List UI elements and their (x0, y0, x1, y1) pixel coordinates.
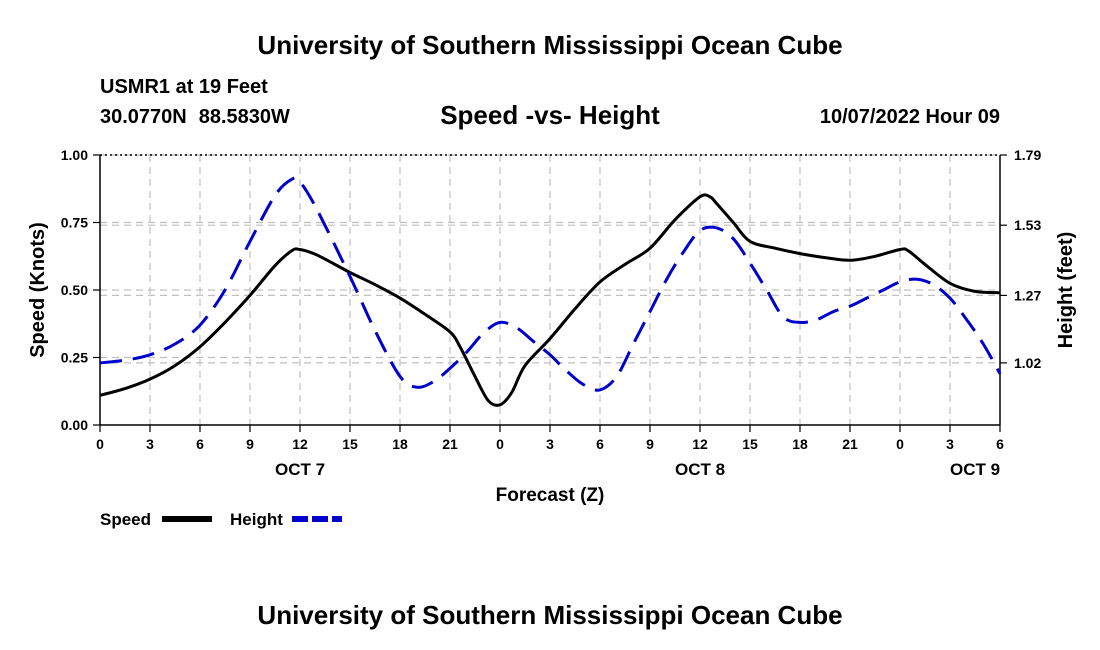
x-tick-label: 0 (496, 436, 504, 452)
x-axis-title: Forecast (Z) (496, 485, 605, 506)
y2-axis-title: Height (feet) (1055, 232, 1077, 349)
x-tick-label: 21 (842, 436, 858, 452)
x-tick-label: 0 (96, 436, 104, 452)
y-tick-label: 0.75 (61, 215, 88, 231)
y-tick-label: 0.50 (61, 282, 88, 298)
x-tick-label: 12 (692, 436, 708, 452)
day-label: OCT 9 (950, 460, 1000, 479)
station-coordinates: 30.0770N 88.5830W (100, 106, 302, 129)
x-tick-label: 6 (596, 436, 604, 452)
day-label: OCT 8 (675, 460, 725, 479)
x-tick-label: 9 (646, 436, 654, 452)
x-tick-label: 6 (996, 436, 1004, 452)
y2-tick-label: 1.02 (1014, 355, 1041, 371)
x-tick-label: 15 (742, 436, 758, 452)
y-tick-label: 1.00 (61, 147, 88, 163)
x-tick-label: 18 (392, 436, 408, 452)
longitude: 88.5830W (198, 106, 290, 128)
legend-speed-label: Speed (100, 510, 151, 529)
legend-height-label: Height (230, 510, 283, 529)
x-tick-label: 6 (196, 436, 204, 452)
x-tick-label: 9 (246, 436, 254, 452)
height-series-line (99, 176, 1002, 392)
station-label: USMR1 at 19 Feet (100, 76, 268, 98)
x-tick-label: 3 (946, 436, 954, 452)
y2-tick-label: 1.27 (1014, 287, 1041, 303)
y2-tick-label: 1.79 (1014, 147, 1041, 163)
footer-title: University of Southern Mississippi Ocean… (257, 600, 843, 630)
x-tick-label: 3 (146, 436, 154, 452)
x-tick-label: 12 (292, 436, 308, 452)
x-tick-label: 18 (792, 436, 808, 452)
latitude: 30.0770N (100, 106, 187, 128)
x-tick-label: 0 (896, 436, 904, 452)
chart-title: University of Southern Mississippi Ocean… (257, 30, 843, 60)
chart-subtitle: Speed -vs- Height (440, 100, 660, 130)
forecast-timestamp: 10/07/2022 Hour 09 (819, 106, 1000, 128)
y2-tick-label: 1.53 (1014, 217, 1041, 233)
x-tick-label: 15 (342, 436, 358, 452)
y-axis-title: Speed (Knots) (27, 222, 49, 358)
x-tick-label: 21 (442, 436, 458, 452)
y-tick-label: 0.25 (61, 350, 88, 366)
day-label: OCT 7 (275, 460, 325, 479)
x-tick-label: 3 (546, 436, 554, 452)
y-tick-label: 0.00 (61, 417, 88, 433)
speed-series-line (99, 193, 1001, 407)
